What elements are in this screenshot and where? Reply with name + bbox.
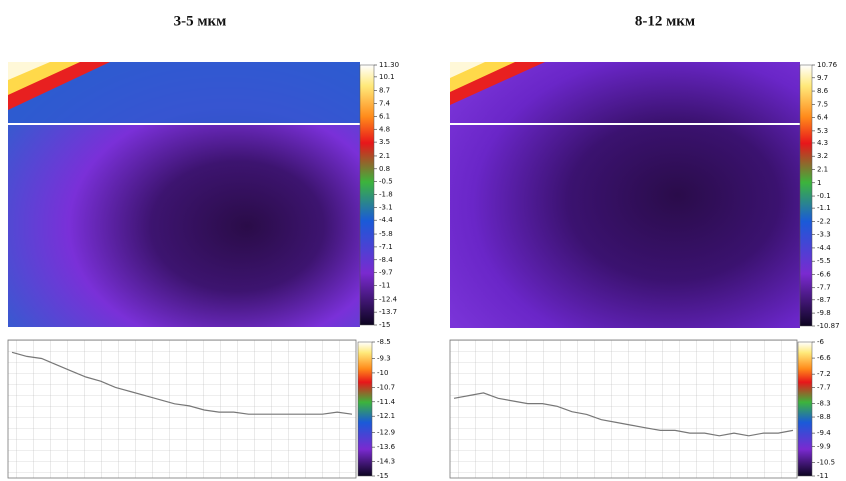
colorbar-label: -2.2 [817, 217, 831, 225]
colorbar-label: -5.8 [379, 230, 393, 238]
colorbar [357, 341, 373, 477]
colorbar-label: -11 [379, 281, 390, 289]
colorbar-label: 10.76 [817, 61, 838, 69]
colorbar-label: -9.9 [817, 443, 831, 451]
colorbar-label: -9.8 [817, 309, 831, 317]
colorbar-label: -6 [817, 338, 825, 346]
colorbar-label: 10.1 [379, 73, 395, 81]
hot-streak [450, 62, 485, 78]
colorbar-label: -10.7 [377, 383, 395, 391]
colorbar-label: 4.8 [379, 125, 390, 133]
colorbar-label: 5.3 [817, 127, 828, 135]
colorbar [359, 64, 375, 326]
colorbar-label: 2.1 [379, 152, 390, 160]
colorbar-label: -14.3 [377, 458, 395, 466]
colorbar-label: -15 [379, 321, 390, 329]
colorbar-label: -10.87 [817, 322, 840, 330]
colorbar-label: -8.8 [817, 413, 831, 421]
colorbar-label: 0.8 [379, 165, 390, 173]
colorbar-label: -8.5 [377, 338, 391, 346]
colorbar-label: -0.5 [379, 178, 393, 186]
colorbar-label: -9.7 [379, 269, 393, 277]
colorbar-label: -3.3 [817, 231, 831, 239]
colorbar-label: -9.4 [817, 429, 831, 437]
colorbar-label: -12.1 [377, 412, 395, 420]
colorbar-label: -6.6 [817, 354, 831, 362]
colorbar-label: 4.3 [817, 139, 828, 147]
profile-plot [449, 339, 798, 479]
colorbar-label: -7.1 [379, 243, 393, 251]
colorbar-label: -13.6 [377, 443, 396, 451]
colorbar-label: -1.8 [379, 191, 393, 199]
colorbar-label: -10 [377, 369, 388, 377]
colorbar-label: -7.7 [817, 284, 831, 292]
hot-streak [8, 62, 50, 80]
colorbar [799, 64, 813, 327]
colorbar-label: 11.30 [379, 61, 399, 69]
colorbar-label: -13.7 [379, 308, 397, 316]
colorbar-label: 3.2 [817, 152, 828, 160]
colorbar-label: -8.4 [379, 256, 393, 264]
colorbar-label: -11 [817, 472, 828, 480]
colorbar-label: 2.1 [817, 165, 828, 173]
colorbar-label: -4.4 [817, 244, 831, 252]
colorbar-label: 1 [817, 179, 821, 187]
colorbar-label: 9.7 [817, 74, 828, 82]
colorbar-label: 6.1 [379, 112, 390, 120]
colorbar [797, 341, 813, 477]
panel-title: 3-5 мкм [174, 13, 227, 29]
colorbar-label: -6.6 [817, 270, 831, 278]
profile-trace [453, 392, 794, 437]
colorbar-label: 7.5 [817, 100, 828, 108]
colorbar-label: 6.4 [817, 114, 829, 122]
colorbar-label: -7.7 [817, 384, 831, 392]
colorbar-label: -8.7 [817, 296, 831, 304]
colorbar-label: -8.3 [817, 400, 831, 408]
colorbar-label: -10.5 [817, 459, 835, 467]
colorbar-label: 8.7 [379, 87, 390, 95]
colorbar-label: -7.2 [817, 370, 831, 378]
panel-title: 8-12 мкм [635, 13, 695, 29]
colorbar-label: -5.5 [817, 257, 831, 265]
thermogram [450, 62, 800, 328]
profile-trace [11, 351, 353, 415]
colorbar-label: -9.3 [377, 354, 391, 362]
colorbar-label: -1.1 [817, 204, 831, 212]
colorbar-label: 7.4 [379, 100, 391, 108]
colorbar-label: -12.9 [377, 429, 395, 437]
colorbar-label: -15 [377, 472, 388, 480]
colorbar-label: -0.1 [817, 192, 831, 200]
colorbar-label: 3.5 [379, 138, 390, 146]
colorbar-label: -12.4 [379, 295, 398, 303]
colorbar-label: -11.4 [377, 398, 396, 406]
colorbar-label: 8.6 [817, 87, 829, 95]
profile-plot [7, 339, 357, 479]
colorbar-label: -3.1 [379, 203, 393, 211]
colorbar-label: -4.4 [379, 216, 393, 224]
